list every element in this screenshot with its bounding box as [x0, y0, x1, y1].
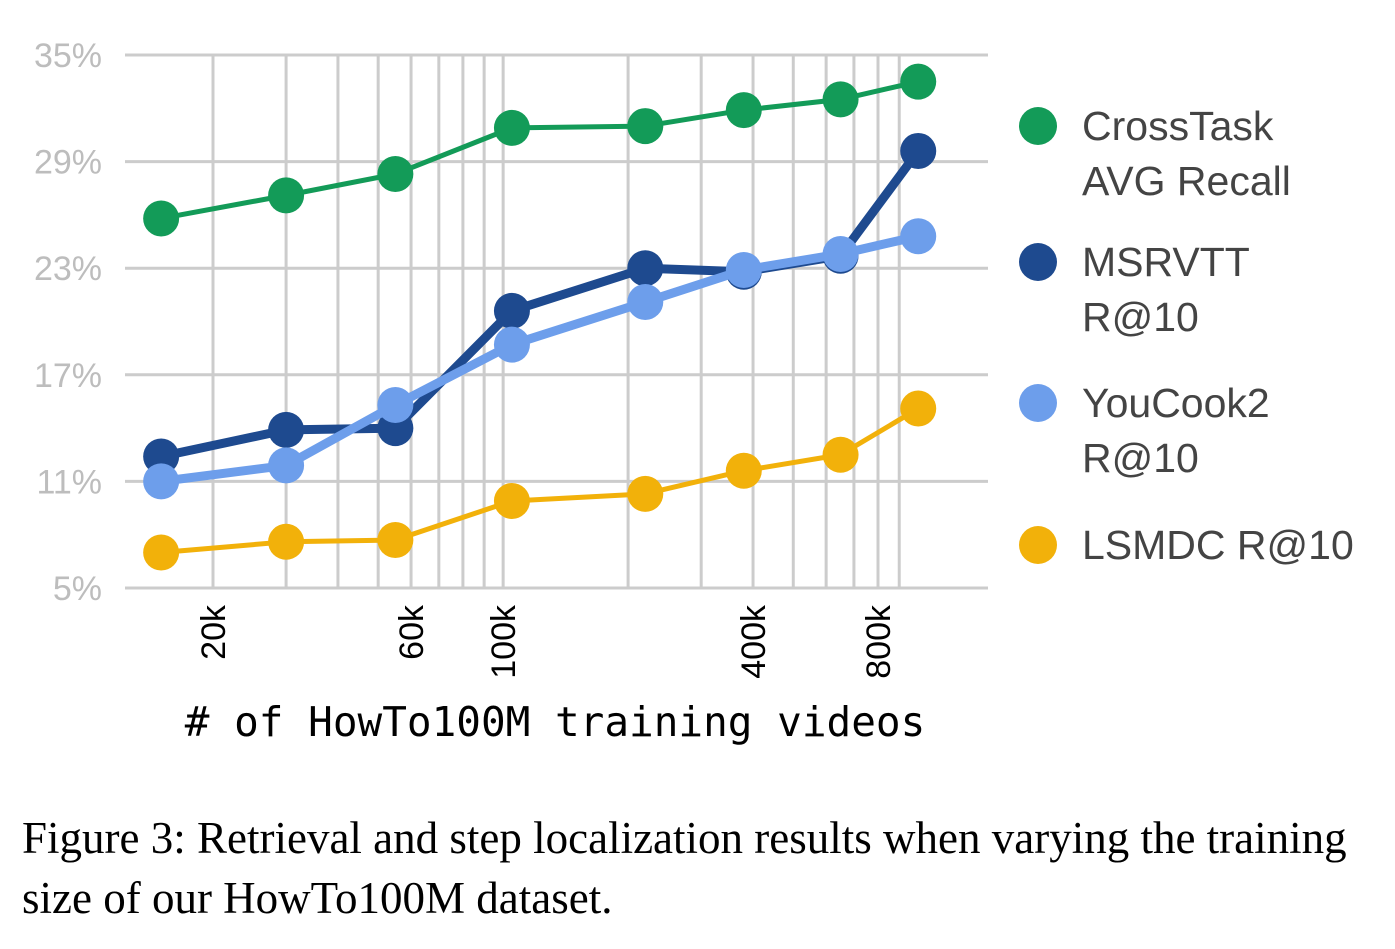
legend-item: MSRVTT R@10	[1019, 239, 1250, 340]
series-lsmdc-r-10	[143, 390, 937, 571]
data-point	[725, 251, 762, 288]
data-point	[900, 390, 937, 427]
data-point	[377, 156, 414, 193]
data-point	[268, 447, 305, 484]
legend-label: CrossTask	[1082, 103, 1274, 149]
data-point	[822, 81, 859, 118]
x-axis-label: # of HowTo100M training videos	[185, 698, 926, 746]
y-axis: 5% 11% 17% 23% 29% 35%	[34, 37, 102, 608]
legend-item: YouCook2 R@10	[1019, 380, 1270, 481]
data-point	[493, 326, 530, 363]
series-group	[143, 63, 937, 571]
legend-label: MSRVTT	[1082, 239, 1250, 285]
x-tick-label: 400k	[735, 604, 773, 679]
legend-label: LSMDC R@10	[1082, 522, 1354, 568]
x-tick-label: 800k	[860, 604, 898, 679]
legend-marker	[1019, 243, 1057, 281]
data-point	[268, 411, 305, 448]
y-tick-label: 29%	[34, 144, 102, 182]
data-point	[900, 63, 937, 100]
data-point	[822, 436, 859, 473]
data-point	[143, 438, 180, 475]
data-point	[725, 452, 762, 489]
legend-label: AVG Recall	[1082, 158, 1291, 204]
data-point	[377, 522, 414, 559]
data-point	[268, 177, 305, 214]
legend-marker	[1019, 526, 1057, 564]
y-tick-label: 35%	[34, 37, 102, 75]
legend-item: CrossTask AVG Recall	[1019, 103, 1291, 204]
line-chart: 5% 11% 17% 23% 29% 35% 20k 60k 100k 400k 800k Cro…	[34, 37, 1354, 746]
x-tick-label: 60k	[393, 604, 431, 660]
grid	[125, 53, 988, 590]
legend-label: YouCook2	[1082, 380, 1270, 426]
data-point	[900, 218, 937, 255]
legend: CrossTask AVG Recall MSRVTT R@10 YouCook2 R@1…	[1019, 103, 1354, 568]
y-tick-label: 5%	[53, 570, 102, 608]
data-point	[627, 283, 664, 320]
data-point	[493, 292, 530, 329]
data-point	[143, 463, 180, 500]
series-msrvtt-r-10	[143, 132, 937, 475]
data-point	[627, 250, 664, 287]
legend-label: R@10	[1082, 294, 1199, 340]
data-point	[377, 387, 414, 424]
y-tick-label: 17%	[34, 357, 102, 395]
data-point	[627, 108, 664, 145]
data-point	[725, 92, 762, 129]
data-point	[493, 482, 530, 519]
legend-label: R@10	[1082, 435, 1199, 481]
series-line	[160, 231, 920, 486]
series-youcook2-r-10	[143, 218, 937, 500]
data-point	[627, 475, 664, 512]
data-point	[900, 132, 937, 169]
data-point	[493, 109, 530, 146]
legend-marker	[1019, 384, 1057, 422]
data-point	[143, 534, 180, 571]
figure-caption: Figure 3: Retrieval and step localizatio…	[22, 813, 1347, 923]
data-point	[268, 523, 305, 560]
series-crosstask-avg-recall	[143, 63, 937, 237]
x-axis: 20k 60k 100k 400k 800k	[195, 604, 898, 679]
data-point	[822, 235, 859, 272]
legend-item: LSMDC R@10	[1019, 522, 1354, 568]
x-tick-label: 20k	[195, 604, 233, 660]
data-point	[143, 200, 180, 237]
x-tick-label: 100k	[485, 604, 523, 679]
y-tick-label: 11%	[36, 463, 102, 501]
legend-marker	[1019, 107, 1057, 145]
y-tick-label: 23%	[34, 250, 102, 288]
